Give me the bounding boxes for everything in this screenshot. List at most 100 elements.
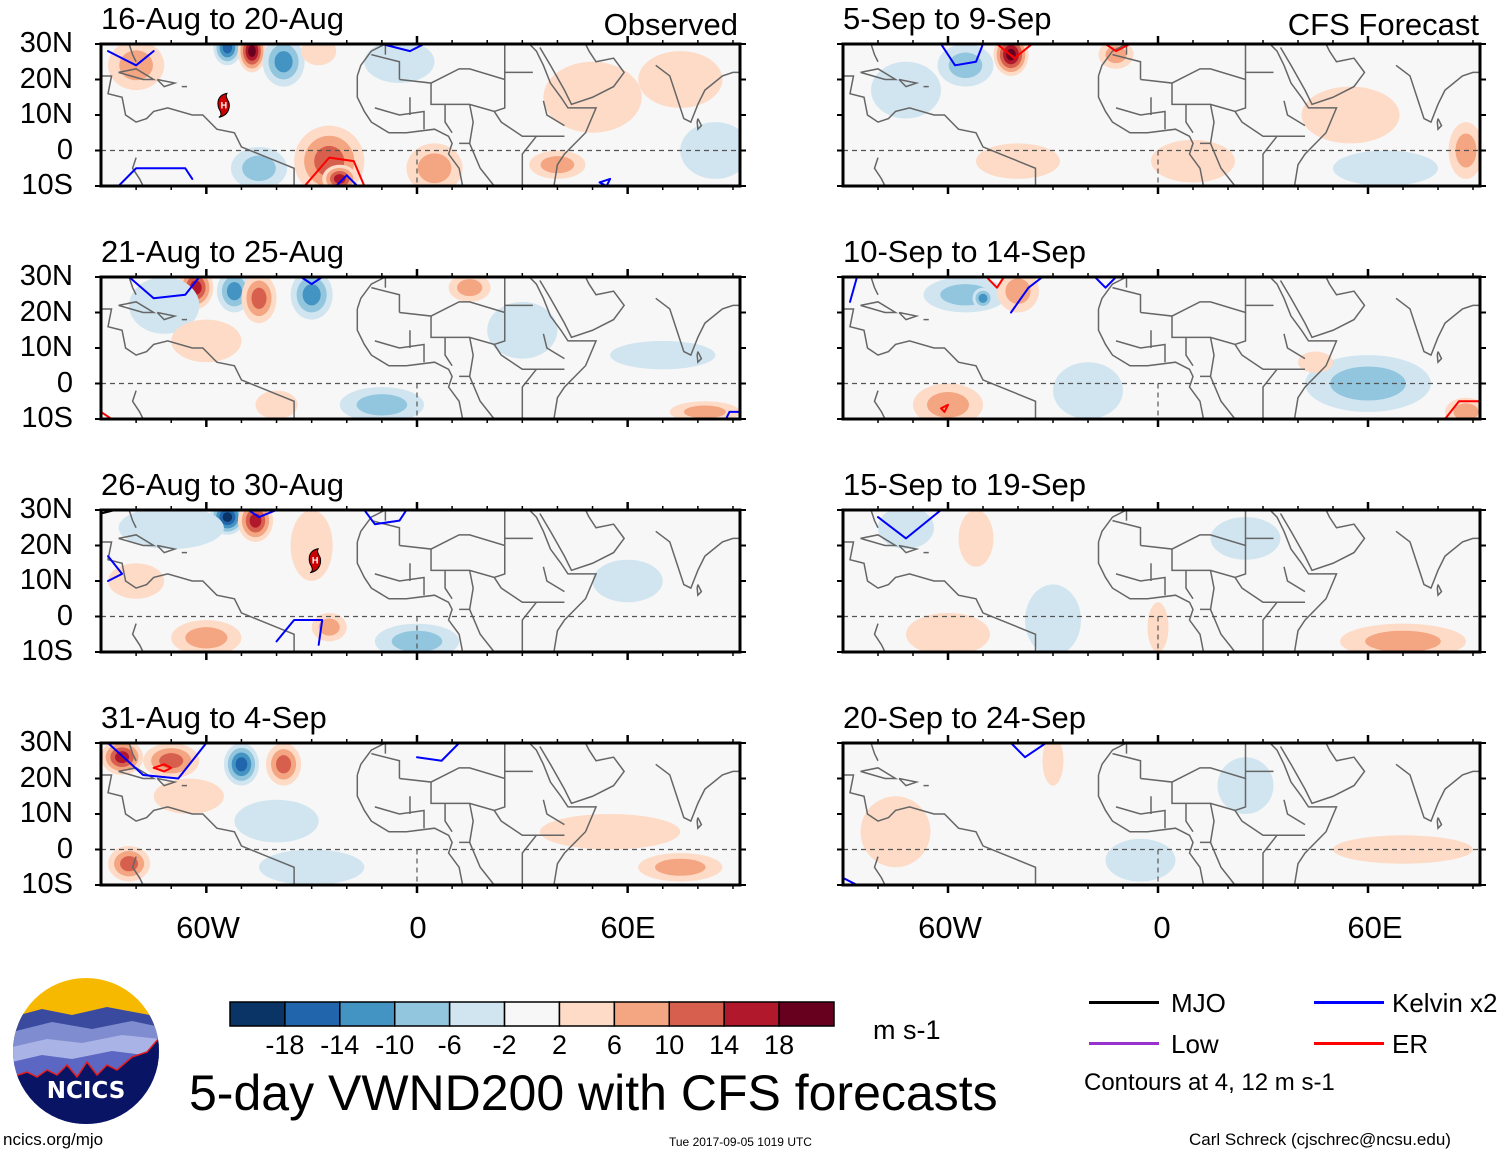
anomaly-contour-fill	[251, 287, 267, 309]
map-panel-4	[95, 735, 746, 893]
observed-label: Observed	[603, 7, 738, 42]
colorbar-swatch	[558, 1001, 616, 1027]
anomaly-contour-fill	[171, 319, 242, 363]
coastline	[1279, 510, 1366, 572]
anomaly-contour-fill	[683, 405, 726, 419]
coastline	[870, 44, 879, 63]
coastline	[1269, 510, 1338, 652]
anomaly-contour-fill	[539, 814, 681, 850]
map-panel-3: H	[95, 502, 746, 660]
timestamp: Tue 2017-09-05 1019 UTC	[669, 1135, 812, 1149]
coastline	[1279, 743, 1366, 805]
y-tick-label: 10S	[21, 169, 73, 201]
map-panel-7	[837, 502, 1486, 660]
anomaly-contour-fill	[610, 340, 716, 370]
panel-title-1: 16-Aug to 20-Aug	[101, 1, 345, 36]
map-panel-2	[95, 269, 746, 427]
coastline	[374, 107, 425, 130]
coastline	[521, 368, 537, 419]
colorbar-units: m s-1	[873, 1015, 941, 1045]
anomaly-contour-fill	[274, 51, 293, 73]
x-tick-label-right-60e: 60E	[1347, 910, 1403, 945]
coastline	[468, 143, 495, 186]
coastline	[521, 834, 537, 885]
coastline	[356, 510, 400, 543]
coastline	[1115, 573, 1166, 596]
map-panel-5	[837, 36, 1486, 194]
anomaly-contour-fill	[878, 510, 934, 550]
anomaly-contour-fill	[1105, 838, 1176, 882]
coastline	[898, 777, 920, 787]
anomaly-contour-fill	[356, 394, 408, 416]
wave-contour-kelvin-x2	[247, 510, 278, 519]
coastline	[1200, 803, 1215, 844]
coastline	[101, 541, 295, 652]
coastline	[493, 79, 506, 113]
coastline	[1171, 316, 1305, 371]
y-tick-label: 0	[56, 599, 73, 632]
y-tick-label: 10N	[19, 98, 73, 130]
coastline	[860, 68, 899, 81]
coastline	[118, 301, 157, 314]
anomaly-contour-fill	[1105, 46, 1127, 64]
hurricane-icon: H	[308, 548, 322, 574]
colorbar-tick-label: -18	[265, 1030, 305, 1060]
coastline	[1234, 79, 1247, 113]
legend-line-mjo	[1089, 1001, 1159, 1004]
anomaly-contour-fill	[391, 630, 443, 652]
wave-contour-er	[152, 763, 173, 773]
coastline	[430, 549, 565, 604]
colorbar-swatch	[668, 1001, 725, 1027]
anomaly-contour-fill	[978, 293, 988, 303]
anomaly-contour-fill	[333, 174, 346, 184]
anomaly-contour-fill	[159, 753, 184, 769]
map-panel-6	[837, 269, 1486, 427]
y-tick-label: 20N	[19, 528, 73, 561]
anomaly-contour-fill	[655, 858, 706, 876]
coastline	[1200, 570, 1215, 611]
coastline	[399, 510, 506, 550]
coastline	[1436, 351, 1443, 364]
colorbar-swatch	[229, 1001, 286, 1027]
cfs-forecast-label: CFS Forecast	[1287, 7, 1479, 42]
coastline	[459, 570, 474, 611]
coastline	[1171, 549, 1305, 604]
coastline	[1185, 104, 1194, 134]
coastline	[374, 806, 425, 829]
coastline	[1436, 817, 1443, 830]
coastline	[1200, 337, 1215, 378]
panel-title-5: 5-Sep to 9-Sep	[843, 1, 1052, 36]
coastline	[1115, 806, 1166, 829]
anomaly-contour-fill	[1053, 362, 1123, 419]
coastline	[870, 277, 879, 296]
panel-title-7: 15-Sep to 19-Sep	[843, 467, 1087, 502]
coastline	[128, 44, 137, 63]
wave-contour-kelvin-x2	[335, 174, 359, 186]
coastline	[1283, 100, 1306, 127]
anomaly-contour-fill	[1301, 86, 1400, 144]
coastline	[356, 308, 464, 419]
coastline	[1097, 75, 1205, 186]
map-background	[101, 743, 740, 885]
wave-contour-er	[303, 156, 366, 186]
wave-contour-kelvin-x2	[363, 510, 408, 526]
coastline	[1262, 135, 1278, 186]
colorbar-tick-label: -2	[492, 1030, 517, 1060]
coastline	[128, 277, 137, 296]
website-label: ncics.org/mjo	[3, 1130, 104, 1149]
wave-contour-kelvin-x2	[300, 277, 324, 286]
anomaly-contour-fill	[242, 155, 276, 182]
anomaly-contour-fill	[222, 44, 233, 54]
colorbar-tick-label: 18	[764, 1030, 795, 1060]
anomaly-contour-fill	[248, 45, 256, 57]
wave-contour-kelvin-x2	[380, 44, 426, 53]
coastline	[430, 83, 565, 138]
coastline	[528, 743, 598, 885]
coastline	[1436, 584, 1443, 597]
coastline	[399, 743, 506, 783]
legend-label-kelvin: Kelvin x2	[1392, 988, 1498, 1018]
coastline	[131, 856, 144, 885]
y-tick-label: 30N	[19, 27, 73, 59]
coastline	[528, 277, 598, 419]
coastline	[1171, 83, 1305, 138]
